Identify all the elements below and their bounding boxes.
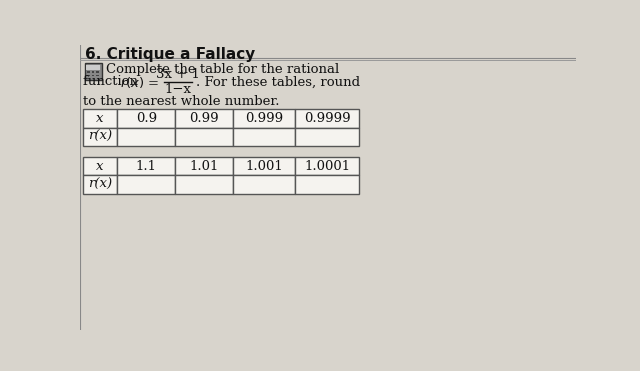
Text: 1.1: 1.1 <box>136 160 157 173</box>
Bar <box>84 63 102 80</box>
Text: 1.001: 1.001 <box>246 160 284 173</box>
Text: x: x <box>97 112 104 125</box>
Bar <box>83 109 117 128</box>
Text: to the nearest whole number.: to the nearest whole number. <box>83 95 280 108</box>
Text: 1−x: 1−x <box>164 83 191 96</box>
Bar <box>296 175 359 194</box>
Bar <box>296 157 359 175</box>
Bar <box>83 157 117 175</box>
Text: function: function <box>83 75 142 88</box>
Bar <box>83 175 117 194</box>
Bar <box>234 157 296 175</box>
Text: . For these tables, round: . For these tables, round <box>196 75 360 88</box>
Bar <box>117 109 175 128</box>
Bar <box>117 175 175 194</box>
Text: 1.01: 1.01 <box>189 160 219 173</box>
Bar <box>175 157 234 175</box>
Text: r(x): r(x) <box>88 178 112 191</box>
Text: 0.9999: 0.9999 <box>304 112 351 125</box>
Bar <box>234 128 296 146</box>
Bar <box>117 157 175 175</box>
Text: 6. Critique a Fallacy: 6. Critique a Fallacy <box>84 47 255 62</box>
Bar <box>234 109 296 128</box>
Bar <box>296 109 359 128</box>
Bar <box>83 128 117 146</box>
Text: 3x + 1: 3x + 1 <box>156 68 200 81</box>
Text: 0.9: 0.9 <box>136 112 157 125</box>
Bar <box>87 72 90 73</box>
Bar <box>234 175 296 194</box>
Bar <box>86 65 100 70</box>
Bar <box>175 128 234 146</box>
Text: r(x): r(x) <box>88 131 112 144</box>
Bar <box>175 109 234 128</box>
Bar <box>175 175 234 194</box>
Bar <box>96 72 99 73</box>
Text: 0.999: 0.999 <box>245 112 284 125</box>
Text: 0.99: 0.99 <box>189 112 219 125</box>
Bar <box>296 128 359 146</box>
Text: Complete the table for the rational: Complete the table for the rational <box>106 63 340 76</box>
Bar <box>87 75 90 76</box>
Text: x: x <box>97 160 104 173</box>
Bar <box>117 128 175 146</box>
Bar <box>92 72 94 73</box>
Text: $r(x)$ =: $r(x)$ = <box>120 75 160 90</box>
Bar <box>92 75 94 76</box>
Bar <box>96 75 99 76</box>
Text: 1.0001: 1.0001 <box>304 160 350 173</box>
